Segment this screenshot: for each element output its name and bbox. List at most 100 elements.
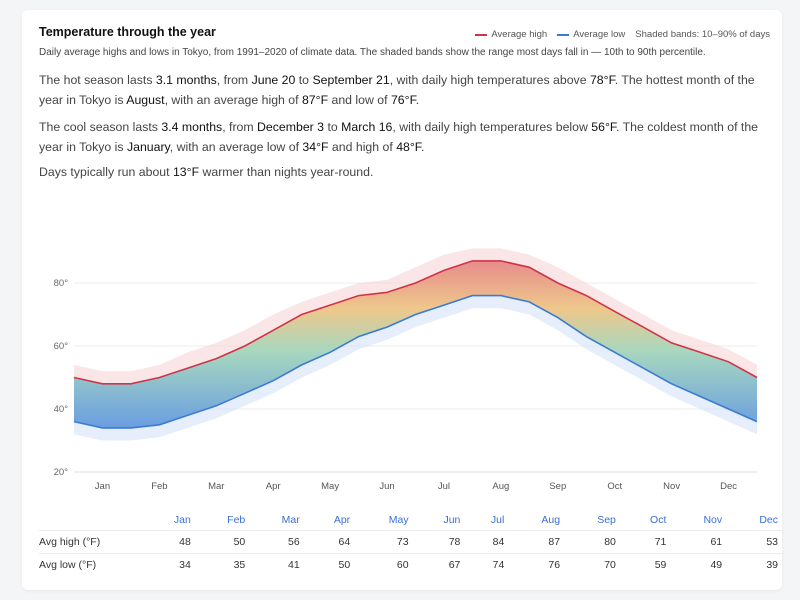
monthly-table: Jan Feb Mar Apr May Jun Jul Aug Sep Oct Nov Dec Avg…	[39, 510, 784, 576]
coldest-month-high: 48°F	[396, 140, 421, 154]
x-tick-label: Aug	[492, 481, 509, 492]
y-tick-label: 40°	[54, 404, 69, 415]
p2-text: .	[420, 140, 425, 154]
cool-season-end: March 16	[341, 120, 393, 134]
table-cell: 50	[196, 530, 252, 554]
p2-text: to	[324, 120, 342, 134]
table-cell: 78	[414, 530, 467, 554]
cool-season-duration: 3.4 months	[161, 120, 223, 134]
table-cell: 64	[305, 530, 357, 554]
table-month-header: Dec	[759, 514, 778, 526]
cool-season-paragraph: The cool season lasts 3.4 months, from D…	[39, 117, 774, 157]
x-tick-label: Feb	[151, 481, 167, 492]
legend-band-note: Shaded bands: 10–90% of days	[635, 29, 770, 40]
high-low-range-band	[74, 260, 757, 428]
legend-swatch-low	[557, 33, 570, 36]
x-tick-label: Nov	[663, 481, 680, 492]
coldest-month: January	[126, 140, 170, 154]
table-month-header: Jul	[490, 514, 505, 526]
average-high-line	[73, 260, 758, 385]
hottest-month-low: 76°F	[390, 93, 416, 107]
table-cell: 76	[510, 553, 567, 576]
cool-season-start: December 3	[257, 120, 325, 134]
day-night-paragraph: Days typically run about 13°F warmer tha…	[39, 162, 774, 182]
hot-season-end: September 21	[312, 73, 390, 87]
table-row: Avg high (°F) 48 50 56 64 73 78 84 87 80 71 61 53	[39, 530, 784, 554]
y-tick-label: 60°	[54, 341, 69, 352]
x-tick-label: Jul	[438, 481, 450, 492]
hot-season-threshold: 78°F	[589, 73, 615, 87]
p3-text: Days typically run about	[39, 165, 173, 179]
table-body: Avg high (°F) 48 50 56 64 73 78 84 87 80 71 61 53 Avg…	[39, 530, 784, 576]
table-month-header: Feb	[227, 514, 246, 526]
table-cell: 60	[356, 553, 415, 576]
legend-label-high: Average high	[491, 29, 548, 40]
table-cell: 53	[728, 530, 784, 554]
p2-text: and high of	[328, 140, 397, 154]
card-subtitle: Daily average highs and lows in Tokyo, f…	[39, 47, 706, 58]
high-percentile-band	[74, 248, 757, 384]
hottest-month-high: 87°F	[301, 93, 329, 107]
p3-text: warmer than nights year-round.	[199, 165, 374, 179]
table-cell: 41	[251, 553, 306, 576]
p1-text: , with an average high of	[164, 93, 302, 107]
table-month-header: Nov	[703, 514, 723, 526]
table-month-header: Aug	[541, 514, 561, 526]
table-cell: 80	[566, 530, 622, 554]
x-tick-label: Apr	[266, 481, 281, 492]
x-tick-label: Jun	[379, 481, 394, 492]
x-tick-label: May	[321, 481, 339, 492]
table-cell: 49	[672, 553, 729, 576]
table-cell: 87	[510, 530, 567, 554]
hot-season-start: June 20	[251, 73, 296, 87]
table-row-label: Avg high (°F)	[39, 530, 145, 554]
table-cell: 34	[145, 553, 197, 576]
table-month-header: Apr	[333, 514, 351, 526]
table-month-header: Sep	[597, 514, 616, 526]
table-month-header: May	[388, 514, 409, 526]
p2-text: The cool season lasts	[39, 120, 162, 134]
x-tick-label: Sep	[549, 481, 566, 492]
table-header-row: Jan Feb Mar Apr May Jun Jul Aug Sep Oct Nov Dec	[39, 510, 784, 531]
table-month-header: Oct	[650, 514, 667, 526]
low-percentile-band	[74, 295, 757, 441]
y-tick-label: 80°	[54, 278, 69, 289]
day-night-difference: 13°F	[172, 165, 200, 179]
chart-legend: Average high Average low Shaded bands: 1…	[475, 29, 770, 40]
legend-swatch-high	[475, 33, 488, 36]
table-cell: 48	[145, 530, 197, 554]
hottest-month: August	[126, 93, 165, 107]
table-cell: 73	[356, 530, 415, 554]
p1-text: , with daily high temperatures above	[389, 73, 590, 87]
p1-text: , from	[216, 73, 252, 87]
p1-text: The hot season lasts	[39, 73, 156, 87]
table-corner	[39, 510, 145, 531]
table-row: Avg low (°F) 34 35 41 50 60 67 74 76 70 59 49 39	[39, 553, 784, 576]
table-cell: 71	[621, 530, 673, 554]
x-tick-label: Oct	[607, 481, 622, 492]
x-tick-label: Dec	[720, 481, 737, 492]
table-month-header: Jan	[173, 514, 191, 526]
hot-season-paragraph: The hot season lasts 3.1 months, from Ju…	[39, 70, 774, 110]
hot-season-duration: 3.1 months	[155, 73, 217, 87]
legend-label-low: Average low	[573, 29, 626, 40]
p1-text: and low of	[328, 93, 391, 107]
coldest-month-low: 34°F	[302, 140, 329, 154]
p2-text: , with daily high temperatures below	[392, 120, 592, 134]
x-tick-label: Jan	[95, 481, 110, 492]
table-month-header: Mar	[281, 514, 300, 526]
p2-text: . The coldest month of the year in Tokyo…	[39, 120, 759, 154]
table-cell: 35	[196, 553, 252, 576]
card-title: Temperature through the year	[39, 25, 216, 39]
table-cell: 74	[466, 553, 511, 576]
cool-season-threshold: 56°F	[591, 120, 617, 134]
p2-text: , with an average low of	[169, 140, 303, 154]
table-cell: 59	[621, 553, 673, 576]
average-low-line	[73, 294, 758, 429]
table-cell: 39	[728, 553, 784, 576]
legend-item-low: Average low	[557, 29, 625, 40]
table-cell: 70	[566, 553, 622, 576]
table-month-header: Jun	[443, 514, 461, 526]
table-row-label: Avg low (°F)	[39, 553, 145, 576]
table-cell: 61	[672, 530, 729, 554]
